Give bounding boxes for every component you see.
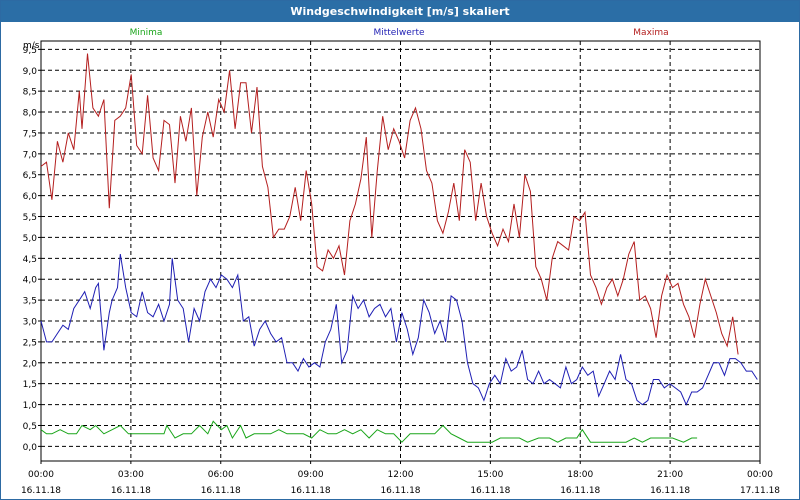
x-tick-date: 16.11.18 (21, 486, 61, 496)
x-tick-date: 16.11.18 (560, 486, 600, 496)
series-line-mittelwerte (40, 254, 758, 406)
series-line-minima (40, 420, 698, 443)
x-tick-time: 06:00 (208, 470, 234, 480)
y-tick-label: 7,5 (23, 129, 37, 139)
y-tick-label: 6,0 (23, 192, 38, 202)
x-tick-time: 21:00 (657, 470, 683, 480)
y-tick-label: 5,0 (23, 234, 38, 244)
legend-entry-mittelwerte: Mittelwerte (373, 28, 424, 38)
y-axis-label: m/s (23, 41, 40, 51)
x-tick-date: 16.11.18 (111, 486, 151, 496)
y-tick-label: 9,5 (23, 46, 37, 56)
window-title: Windgeschwindigkeit [m/s] skaliert (1, 1, 799, 22)
y-tick-label: 1,0 (23, 401, 38, 411)
x-tick-date: 16.11.18 (380, 486, 420, 496)
y-tick-label: 9,0 (23, 67, 38, 77)
legend-entry-minima: Minima (130, 28, 163, 38)
x-tick-time: 18:00 (567, 470, 593, 480)
y-tick-label: 4,5 (23, 255, 37, 265)
x-tick-time: 12:00 (388, 470, 414, 480)
legend-entry-maxima: Maxima (633, 28, 668, 38)
y-tick-label: 5,5 (23, 213, 37, 223)
x-tick-time: 03:00 (118, 470, 144, 480)
x-tick-date: 16.11.18 (650, 486, 690, 496)
x-tick-date: 16.11.18 (201, 486, 241, 496)
x-tick-time: 15:00 (477, 470, 503, 480)
y-tick-label: 1,5 (23, 380, 37, 390)
y-tick-label: 8,0 (23, 109, 38, 119)
series-line-maxima (40, 53, 739, 355)
y-tick-label: 3,5 (23, 297, 37, 307)
x-tick-date: 16.11.18 (291, 486, 331, 496)
y-tick-label: 0,0 (23, 443, 38, 453)
y-tick-label: 8,5 (23, 88, 37, 98)
x-tick-time: 00:00 (747, 470, 773, 480)
y-tick-label: 4,0 (23, 276, 38, 286)
x-tick-date: 16.11.18 (470, 486, 510, 496)
y-tick-label: 2,0 (23, 359, 38, 369)
y-tick-label: 0,5 (23, 422, 37, 432)
x-tick-time: 09:00 (298, 470, 324, 480)
y-tick-label: 3,0 (23, 318, 38, 328)
y-tick-label: 7,0 (23, 150, 38, 160)
y-tick-label: 2,5 (23, 338, 37, 348)
x-tick-date: 17.11.18 (740, 486, 780, 496)
y-tick-label: 6,5 (23, 171, 37, 181)
x-tick-time: 00:00 (28, 470, 54, 480)
